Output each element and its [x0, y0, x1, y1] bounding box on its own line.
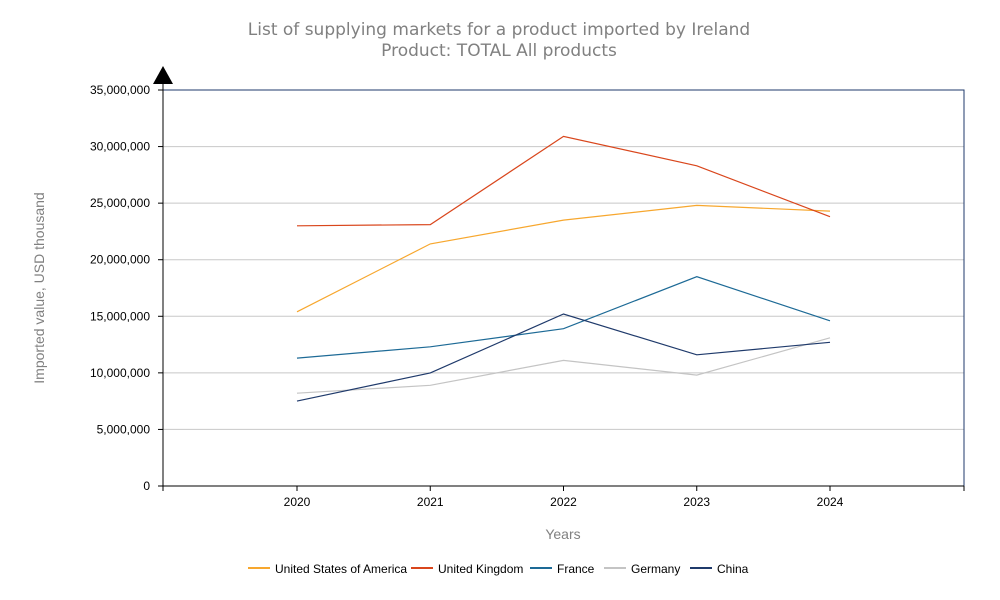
series-line-china — [296, 313, 831, 402]
x-tick-label: 2023 — [683, 495, 710, 509]
legend-item-united-states-of-america: United States of America — [248, 562, 407, 576]
legend-label: France — [557, 562, 595, 576]
chart-title: List of supplying markets for a product … — [248, 20, 750, 40]
legend-item-france: France — [530, 562, 595, 576]
series-line-united-kingdom — [296, 135, 831, 227]
axes — [153, 66, 964, 491]
legend-item-united-kingdom: United Kingdom — [411, 562, 523, 576]
y-axis-title: Imported value, USD thousand — [31, 192, 47, 383]
x-tick-label: 2021 — [417, 495, 444, 509]
x-tick-labels: 2020 2021 2022 2023 2024 — [162, 486, 965, 509]
x-axis-title: Years — [545, 526, 580, 542]
series-line-france — [296, 276, 831, 359]
x-tick-label: 2022 — [550, 495, 577, 509]
x-tick-label: 2020 — [284, 495, 311, 509]
y-tick-labels: 0 5,000,000 10,000,000 15,000,000 20,000,000… — [90, 83, 163, 493]
y-tick-label: 5,000,000 — [97, 422, 151, 436]
legend-label: United Kingdom — [438, 562, 523, 576]
series-line-united-states-of-america — [296, 204, 831, 313]
x-tick-label: 2024 — [817, 495, 844, 509]
legend-label: United States of America — [275, 562, 407, 576]
legend-item-germany: Germany — [604, 562, 680, 576]
series-line-germany — [296, 337, 831, 394]
y-tick-label: 0 — [143, 479, 150, 493]
plot-area-border — [162, 89, 965, 487]
legend-label: Germany — [631, 562, 680, 576]
y-tick-label: 15,000,000 — [90, 309, 150, 323]
gridlines — [163, 146, 964, 430]
legend: United States of America United Kingdom Fr… — [248, 562, 749, 576]
y-tick-label: 25,000,000 — [90, 196, 150, 210]
series-lines — [296, 135, 831, 402]
legend-label: China — [717, 562, 749, 576]
y-tick-label: 35,000,000 — [90, 83, 150, 97]
chart-subtitle: Product: TOTAL All products — [381, 41, 617, 61]
y-tick-label: 20,000,000 — [90, 253, 150, 267]
y-axis-arrow-icon — [153, 66, 173, 84]
y-tick-label: 10,000,000 — [90, 366, 150, 380]
y-tick-label: 30,000,000 — [90, 140, 150, 154]
legend-item-china: China — [690, 562, 749, 576]
